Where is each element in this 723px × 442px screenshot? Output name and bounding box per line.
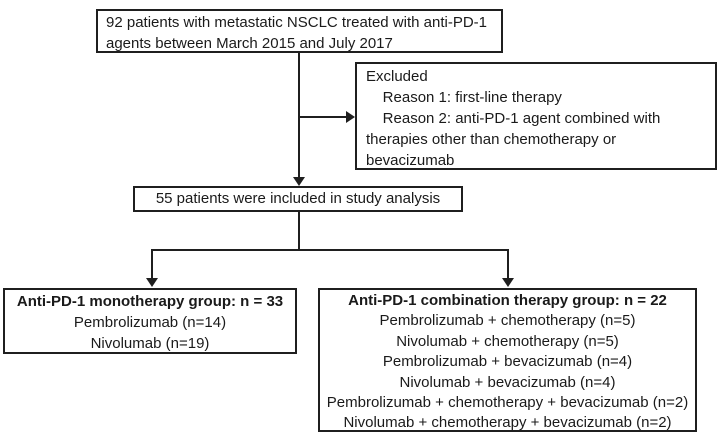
combination-item: Nivolumab + bevacizumab (n=4) [399,373,616,391]
combination-item: Pembrolizumab + chemotherapy (n=5) [379,312,636,330]
monotherapy-item: Pembrolizumab (n=14) [73,314,227,331]
connector-branch-horizontal [151,249,509,251]
combination-group-title: Anti-PD-1 combination therapy group: n =… [348,292,667,309]
excluded-heading: Excluded [366,68,428,85]
connector-included-to-branch [298,212,300,250]
monotherapy-group-box: Anti-PD-1 monotherapy group: n = 33 Pemb… [3,288,297,354]
monotherapy-item: Nivolumab (n=19) [90,335,210,352]
included-text: 55 patients were included in study analy… [155,190,441,207]
excluded-reason-2-cont: bevacizumab [366,152,455,169]
combination-group-box: Anti-PD-1 combination therapy group: n =… [318,288,697,432]
combination-item: Pembrolizumab + bevacizumab (n=4) [382,353,633,371]
combination-item: Pembrolizumab + chemotherapy + bevacizum… [326,394,689,412]
monotherapy-group-title: Anti-PD-1 monotherapy group: n = 33 [16,293,284,310]
connector-branch-to-monotherapy [151,249,153,278]
arrowhead-down-monotherapy [146,278,158,287]
connector-branch-to-combination [507,249,509,278]
excluded-reason-1: Reason 1: first-line therapy [366,89,562,106]
excluded-reason-2: Reason 2: anti-PD-1 agent combined with [366,110,661,127]
arrowhead-down-combination [502,278,514,287]
enrollment-line: 92 patients with metastatic NSCLC treate… [106,14,487,31]
arrowhead-down-included [293,177,305,186]
arrowhead-right-excluded [346,111,355,123]
enrollment-line: agents between March 2015 and July 2017 [106,35,393,52]
connector-to-excluded [298,116,346,118]
included-box: 55 patients were included in study analy… [133,186,463,212]
connector-top-to-included [298,53,300,177]
excluded-box: Excluded Reason 1: first-line therapy Re… [355,62,717,170]
combination-item: Nivolumab + chemotherapy (n=5) [396,332,619,350]
excluded-reason-2-cont: therapies other than chemotherapy or [366,131,617,148]
combination-item: Nivolumab + chemotherapy + bevacizumab (… [343,414,672,432]
enrollment-box: 92 patients with metastatic NSCLC treate… [96,9,503,53]
